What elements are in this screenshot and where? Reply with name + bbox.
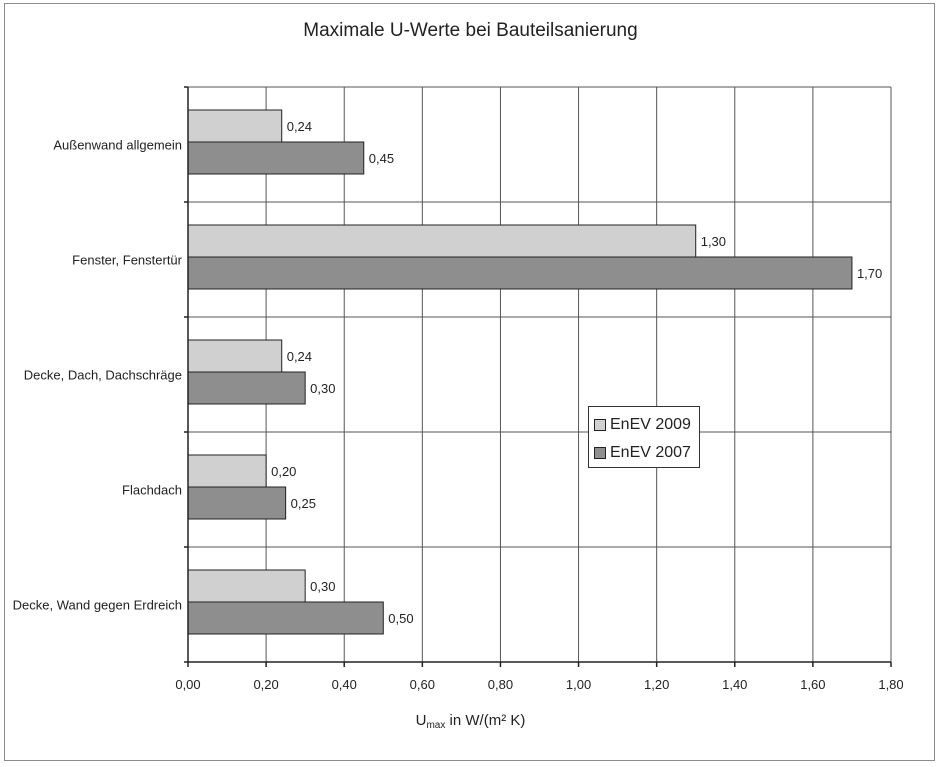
x-axis-title-main: U	[415, 712, 427, 729]
legend-label-enev-2007: EnEV 2007	[610, 444, 691, 461]
x-tick-label: 1,20	[644, 677, 669, 692]
x-tick-label: 0,00	[175, 677, 200, 692]
data-label: 0,24	[287, 119, 312, 134]
bar-enev-2007	[187, 256, 853, 290]
data-label: 0,45	[369, 151, 394, 166]
x-tick-label: 1,00	[566, 677, 591, 692]
x-axis-title-rest: in W/(m² K)	[445, 712, 526, 729]
x-axis-title-sub: max	[426, 720, 446, 731]
legend-label-enev-2009: EnEV 2009	[610, 416, 691, 433]
data-label: 0,30	[310, 381, 335, 396]
legend: EnEV 2009 EnEV 2007	[588, 406, 700, 468]
y-tick-label: Fenster, Fenstertür	[72, 253, 182, 268]
data-label: 1,70	[857, 266, 882, 281]
bar-enev-2009	[187, 569, 306, 603]
bar-enev-2007	[187, 601, 384, 635]
data-label: 0,25	[291, 496, 316, 511]
chart-title: Maximale U-Werte bei Bauteilsanierung	[303, 20, 638, 41]
x-tick-label: 0,80	[488, 677, 513, 692]
x-tick-label: 1,60	[800, 677, 825, 692]
data-label: 0,50	[388, 611, 413, 626]
y-tick-label: Decke, Dach, Dachschräge	[24, 368, 182, 383]
legend-item-enev-2007: EnEV 2007	[594, 439, 699, 467]
bar-enev-2007	[187, 141, 365, 175]
bar-enev-2009	[187, 339, 283, 373]
y-tick-label: Außenwand allgemein	[53, 138, 182, 153]
bar-enev-2009	[187, 454, 267, 488]
bar-enev-2009	[187, 224, 697, 258]
bar-enev-2007	[187, 486, 287, 520]
x-tick-label: 0,40	[332, 677, 357, 692]
bar-enev-2007	[187, 371, 306, 405]
legend-swatch-enev-2007	[594, 447, 606, 459]
x-tick-label: 0,60	[410, 677, 435, 692]
x-axis-title: Umax in W/(m² K)	[0, 712, 941, 731]
data-label: 0,20	[271, 464, 296, 479]
bar-enev-2009	[187, 109, 283, 143]
data-label: 0,24	[287, 349, 312, 364]
y-tick-label: Decke, Wand gegen Erdreich	[13, 598, 182, 613]
legend-swatch-enev-2009	[594, 419, 606, 431]
legend-item-enev-2009: EnEV 2009	[594, 411, 699, 439]
y-tick-label: Flachdach	[122, 483, 182, 498]
x-tick-label: 1,80	[878, 677, 903, 692]
data-label: 0,30	[310, 579, 335, 594]
data-label: 1,30	[701, 234, 726, 249]
x-tick-label: 1,40	[722, 677, 747, 692]
x-tick-label: 0,20	[253, 677, 278, 692]
